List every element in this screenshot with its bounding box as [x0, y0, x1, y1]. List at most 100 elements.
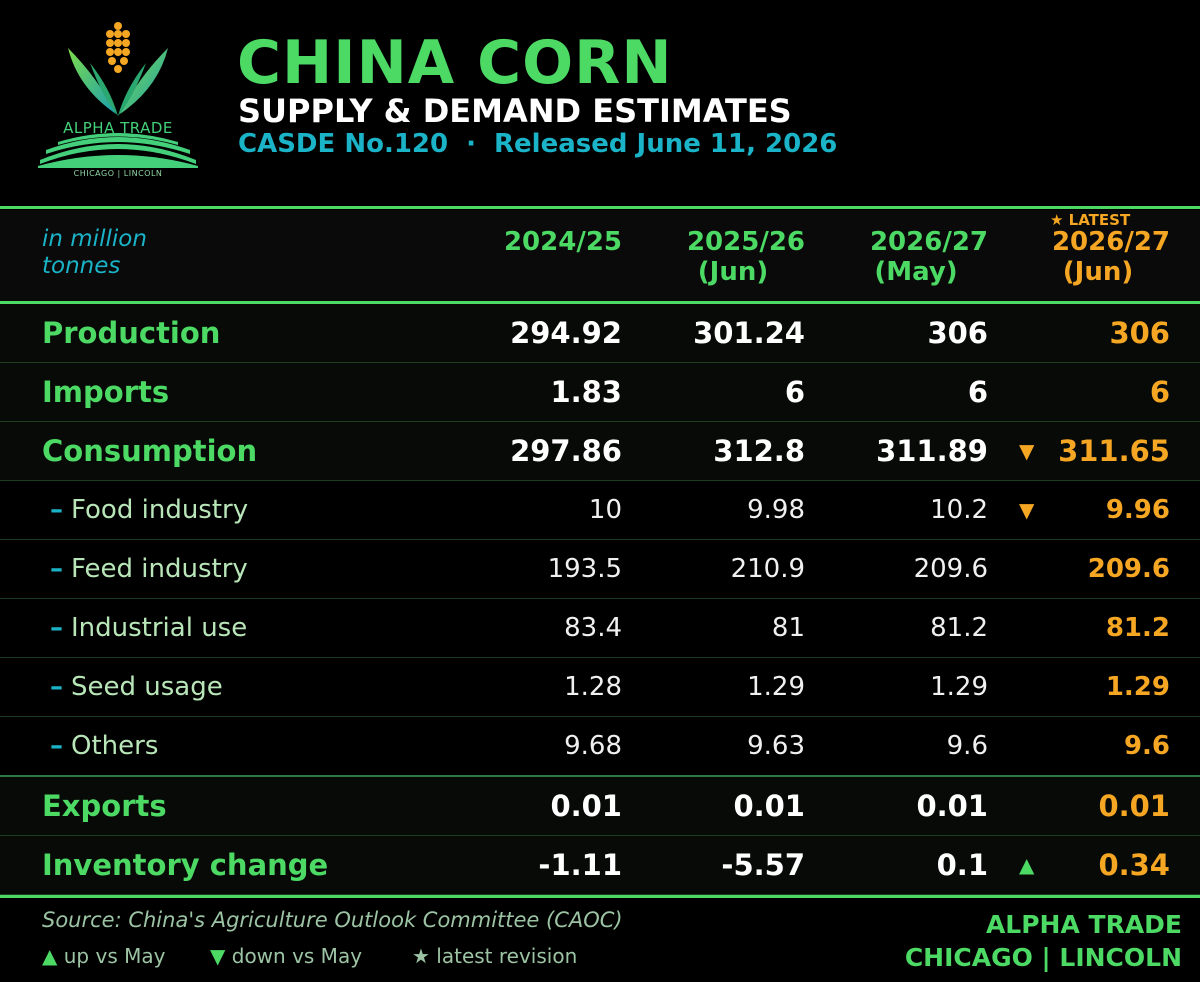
- row-label-text: Seed usage: [71, 672, 223, 702]
- source-note: Source: China's Agriculture Outlook Comm…: [42, 908, 623, 932]
- cell-2026-27-may: 9.6: [946, 731, 988, 761]
- row-label: – Food industry: [50, 481, 248, 540]
- legend-down: ▼ down vs May: [210, 944, 362, 968]
- footer-brand: ALPHA TRADE CHICAGO | LINCOLN: [905, 908, 1182, 974]
- cell-2024-25: 193.5: [547, 554, 622, 584]
- page-subtitle: SUPPLY & DEMAND ESTIMATES: [238, 92, 792, 130]
- column-header-line1: 2025/26: [686, 227, 805, 257]
- up-triangle-icon: ▲: [1019, 853, 1035, 877]
- brand-location: CHICAGO | LINCOLN: [904, 943, 1182, 972]
- row-label: Inventory change: [42, 848, 329, 882]
- column-header-line1: 2026/27: [1051, 227, 1170, 257]
- column-header-line2: (Jun): [1062, 257, 1134, 287]
- column-header-line2: (Jun): [697, 257, 769, 287]
- subtotal-divider: [0, 775, 1200, 777]
- cell-2025-26: 9.98: [747, 495, 805, 525]
- report-info: CASDE No.120 · Released June 11, 2026: [238, 128, 837, 160]
- legend-star-text: latest revision: [436, 944, 578, 968]
- down-triangle-icon: ▼: [1019, 439, 1035, 463]
- cell-2025-26: 0.01: [733, 789, 805, 823]
- row-label-text: Feed industry: [71, 554, 248, 584]
- cell-2025-26: 210.9: [730, 554, 805, 584]
- legend-up: ▲ up vs May: [42, 944, 165, 968]
- page-title: CHINA CORN: [237, 28, 673, 98]
- table-row-exports: Exports 0.01 0.01 0.01 0.01: [0, 777, 1200, 836]
- row-label: – Others: [50, 717, 158, 776]
- header-divider: [0, 301, 1200, 304]
- table-row-seed-usage: – Seed usage 1.28 1.29 1.29 1.29: [0, 658, 1200, 717]
- cell-2024-25: 1.28: [564, 672, 622, 702]
- cell-2026-27-jun: 0.01: [1098, 789, 1170, 823]
- cell-2026-27-may: 0.1: [936, 848, 988, 882]
- row-label: Exports: [42, 789, 167, 823]
- cell-2025-26: 81: [771, 613, 805, 643]
- sub-row-dash: –: [50, 672, 63, 702]
- unit-label: in million tonnes: [42, 226, 147, 280]
- column-header-2025-26-jun: 2025/26 (Jun): [625, 227, 805, 287]
- top-divider: [0, 206, 1200, 209]
- latest-tag: ★ LATEST: [1050, 211, 1131, 229]
- cell-2024-25: 10: [588, 495, 622, 525]
- table-row-industrial-use: – Industrial use 83.4 81 81.2 81.2: [0, 599, 1200, 658]
- column-header-line2: (May): [874, 257, 958, 287]
- sub-row-dash: –: [50, 613, 63, 643]
- table-row-inventory-change: Inventory change -1.11 -5.57 0.1 ▲ 0.34: [0, 836, 1200, 895]
- table-row-others: – Others 9.68 9.63 9.6 9.6: [0, 717, 1200, 776]
- row-label-text: Others: [71, 731, 159, 761]
- cell-2024-25: 294.92: [510, 316, 622, 350]
- cell-2024-25: 0.01: [550, 789, 622, 823]
- row-label: – Seed usage: [50, 658, 223, 717]
- row-label: Imports: [42, 375, 170, 409]
- column-header-line1: 2026/27: [869, 227, 988, 257]
- table-row-food-industry: – Food industry 10 9.98 10.2 ▼ 9.96: [0, 481, 1200, 540]
- up-triangle-icon: ▲: [42, 944, 58, 968]
- cell-2026-27-may: 0.01: [916, 789, 988, 823]
- down-triangle-icon: ▼: [1019, 498, 1035, 522]
- cell-2024-25: 1.83: [550, 375, 622, 409]
- release-date: Released June 11, 2026: [494, 129, 838, 159]
- cell-2024-25: 83.4: [564, 613, 622, 643]
- cell-2025-26: 312.8: [713, 434, 805, 468]
- cell-2026-27-jun: 0.34: [1098, 848, 1170, 882]
- column-header-2026-27-jun: 2026/27 (Jun): [990, 227, 1170, 287]
- row-label: Production: [42, 316, 221, 350]
- report-number: CASDE No.120: [238, 129, 449, 159]
- unit-line-2: tonnes: [42, 253, 121, 279]
- header: ALPHA TRADE CHICAGO | LINCOLN CHINA CORN…: [0, 0, 1200, 206]
- cell-2024-25: 297.86: [510, 434, 622, 468]
- table-row-feed-industry: – Feed industry 193.5 210.9 209.6 209.6: [0, 540, 1200, 599]
- row-label-text: Industrial use: [71, 613, 248, 643]
- table-row-production: Production 294.92 301.24 306 306: [0, 304, 1200, 363]
- table-row-consumption: Consumption 297.86 312.8 311.89 ▼ 311.65: [0, 422, 1200, 481]
- sub-row-dash: –: [50, 495, 63, 525]
- cell-2025-26: 1.29: [747, 672, 805, 702]
- brand-name: ALPHA TRADE: [985, 910, 1182, 939]
- cell-2026-27-jun: 311.65: [1058, 434, 1170, 468]
- legend-up-text: up vs May: [63, 944, 166, 968]
- cell-2025-26: -5.57: [721, 848, 805, 882]
- cell-2026-27-may: 1.29: [930, 672, 988, 702]
- cell-2026-27-may: 10.2: [930, 495, 988, 525]
- table-row-imports: Imports 1.83 6 6 6: [0, 363, 1200, 422]
- cell-2025-26: 6: [784, 375, 805, 409]
- legend-star: ★ latest revision: [412, 944, 577, 968]
- cell-2026-27-jun: 1.29: [1105, 672, 1170, 702]
- cell-2026-27-jun: 209.6: [1087, 554, 1170, 584]
- table-header: [0, 210, 1200, 302]
- cell-2026-27-may: 306: [927, 316, 988, 350]
- legend-down-text: down vs May: [231, 944, 363, 968]
- unit-line-1: in million: [42, 226, 147, 252]
- column-header-2026-27-may: 2026/27 (May): [808, 227, 988, 287]
- cell-2024-25: 9.68: [564, 731, 622, 761]
- cell-2026-27-may: 81.2: [930, 613, 988, 643]
- logo-brand-location: CHICAGO | LINCOLN: [73, 169, 163, 178]
- cell-2026-27-jun: 81.2: [1105, 613, 1170, 643]
- sub-row-dash: –: [50, 731, 63, 761]
- down-triangle-icon: ▼: [210, 944, 226, 968]
- cell-2025-26: 9.63: [747, 731, 805, 761]
- sub-row-dash: –: [50, 554, 63, 584]
- cell-2026-27-may: 6: [967, 375, 988, 409]
- row-label: – Industrial use: [50, 599, 247, 658]
- column-header-line1: 2024/25: [503, 227, 622, 257]
- row-label-text: Food industry: [71, 495, 249, 525]
